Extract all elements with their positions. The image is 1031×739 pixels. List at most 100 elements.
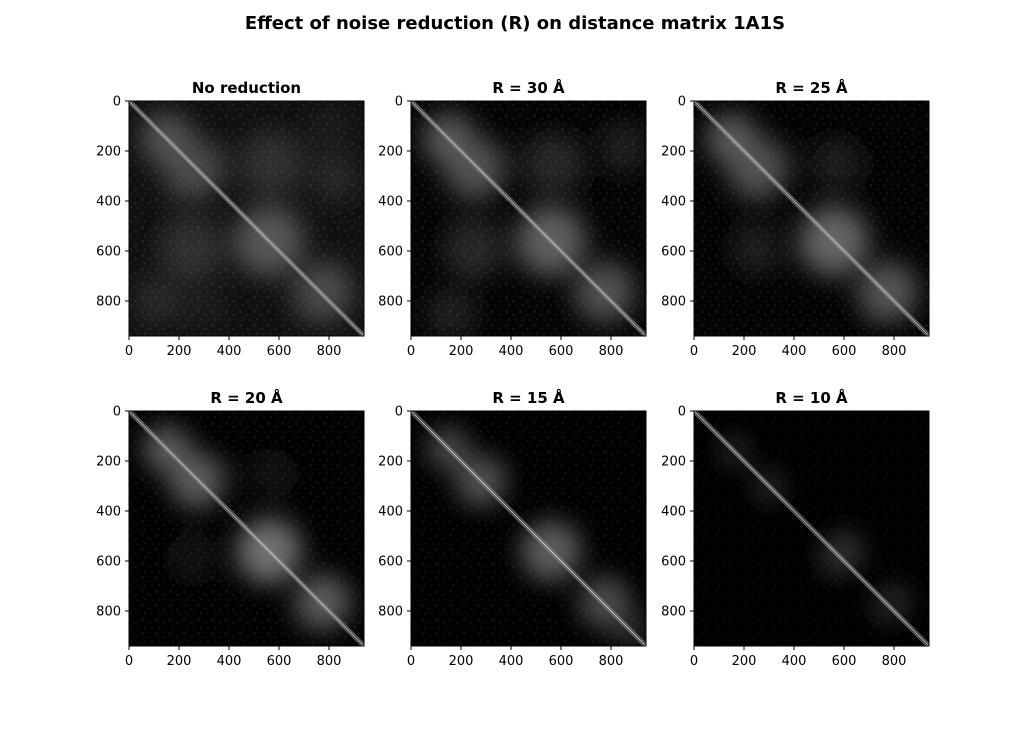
x-tick-label: 400 (499, 344, 524, 359)
heatmap-image (129, 101, 364, 336)
y-tick-label: 400 (378, 195, 403, 210)
x-tick-label: 600 (832, 344, 857, 359)
diagonal-band (696, 101, 929, 335)
y-tick-label: 0 (678, 95, 686, 110)
y-tick-label: 400 (96, 195, 121, 210)
y-tick-label: 800 (378, 605, 403, 620)
axes-frame (693, 100, 930, 337)
diagonal-line (129, 411, 364, 646)
y-tick-label: 200 (378, 145, 403, 160)
heatmap-image (411, 411, 646, 646)
y-tick-label: 600 (378, 245, 403, 260)
heatmap-panel: R = 15 Å 0 200 400 600 800 0 200 400 600 800 (378, 388, 647, 669)
heatmap-panel: R = 20 Å 0 200 400 600 800 0 200 400 600 800 (96, 388, 365, 669)
x-tick-label: 200 (167, 654, 192, 669)
x-tick-label: 0 (125, 654, 133, 669)
panel-title: R = 10 Å (775, 388, 848, 407)
x-tick-label: 400 (217, 654, 242, 669)
diagonal-line (411, 101, 646, 336)
panel-title: No reduction (192, 79, 301, 97)
y-tick-label: 200 (96, 455, 121, 470)
y-tick-label: 0 (113, 405, 121, 420)
x-tick-label: 0 (407, 654, 415, 669)
y-tick-label: 600 (96, 555, 121, 570)
x-tick-label: 800 (599, 344, 624, 359)
x-tick-label: 0 (407, 344, 415, 359)
y-tick-label: 400 (661, 505, 686, 520)
x-tick-label: 0 (125, 344, 133, 359)
axes-frame (410, 410, 647, 647)
diagonal-band (129, 102, 362, 336)
x-tick-label: 400 (782, 654, 807, 669)
y-tick-label: 800 (96, 295, 121, 310)
heatmap-image (694, 101, 929, 336)
y-tick-label: 200 (378, 455, 403, 470)
x-tick-label: 600 (267, 654, 292, 669)
axes-frame (693, 410, 930, 647)
x-tick-label: 200 (732, 654, 757, 669)
x-tick-label: 600 (832, 654, 857, 669)
axes-frame (410, 100, 647, 337)
y-tick-label: 600 (661, 555, 686, 570)
panel-title: R = 25 Å (775, 78, 848, 97)
heatmap-panel: R = 30 Å 0 200 400 600 800 0 200 400 600 800 (378, 78, 647, 359)
y-tick-label: 0 (678, 405, 686, 420)
x-tick-label: 600 (549, 654, 574, 669)
panel-title: R = 20 Å (210, 388, 283, 407)
heatmap-panel: No reduction 0 200 400 600 800 0 200 400 600 800 (96, 79, 365, 359)
x-tick-label: 800 (882, 344, 907, 359)
y-tick-label: 800 (661, 605, 686, 620)
diagonal-band (131, 411, 364, 645)
x-tick-label: 400 (217, 344, 242, 359)
diagonal-line (694, 411, 929, 646)
diagonal-band (694, 102, 927, 336)
x-tick-label: 0 (690, 344, 698, 359)
diagonal-band (411, 412, 644, 646)
x-tick-label: 400 (499, 654, 524, 669)
panel-title: R = 15 Å (492, 388, 565, 407)
x-tick-label: 200 (167, 344, 192, 359)
panel-title: R = 30 Å (492, 78, 565, 97)
diagonal-line (694, 101, 929, 336)
y-tick-label: 600 (96, 245, 121, 260)
figure-title: Effect of noise reduction (R) on distanc… (245, 13, 785, 34)
x-tick-label: 200 (449, 654, 474, 669)
heatmap-panel: R = 10 Å 0 200 400 600 800 0 200 400 600 800 (661, 388, 930, 669)
diagonal-band (413, 101, 646, 335)
heatmap-image (129, 411, 364, 646)
axes-frame (128, 410, 365, 647)
diagonal-band (694, 412, 927, 646)
diagonal-band (413, 411, 646, 645)
x-tick-label: 800 (882, 654, 907, 669)
diagonal-band (129, 412, 362, 646)
y-tick-label: 200 (96, 145, 121, 160)
heatmap-panel: R = 25 Å 0 200 400 600 800 0 200 400 600 800 (661, 78, 930, 359)
y-tick-label: 600 (378, 555, 403, 570)
x-tick-label: 200 (449, 344, 474, 359)
x-tick-label: 600 (267, 344, 292, 359)
y-tick-label: 400 (378, 505, 403, 520)
y-tick-label: 400 (661, 195, 686, 210)
y-tick-label: 400 (96, 505, 121, 520)
x-tick-label: 400 (782, 344, 807, 359)
y-tick-label: 200 (661, 145, 686, 160)
heatmap-image (694, 411, 929, 646)
y-tick-label: 800 (96, 605, 121, 620)
y-tick-label: 800 (661, 295, 686, 310)
diagonal-line (411, 411, 646, 646)
x-tick-label: 800 (317, 344, 342, 359)
y-tick-label: 600 (661, 245, 686, 260)
y-tick-label: 200 (661, 455, 686, 470)
y-tick-label: 800 (378, 295, 403, 310)
y-tick-label: 0 (395, 405, 403, 420)
diagonal-band (411, 102, 644, 336)
heatmap-image (411, 101, 646, 336)
y-tick-label: 0 (395, 95, 403, 110)
x-tick-label: 200 (732, 344, 757, 359)
diagonal-line (129, 101, 364, 336)
x-tick-label: 0 (690, 654, 698, 669)
x-tick-label: 800 (599, 654, 624, 669)
x-tick-label: 800 (317, 654, 342, 669)
